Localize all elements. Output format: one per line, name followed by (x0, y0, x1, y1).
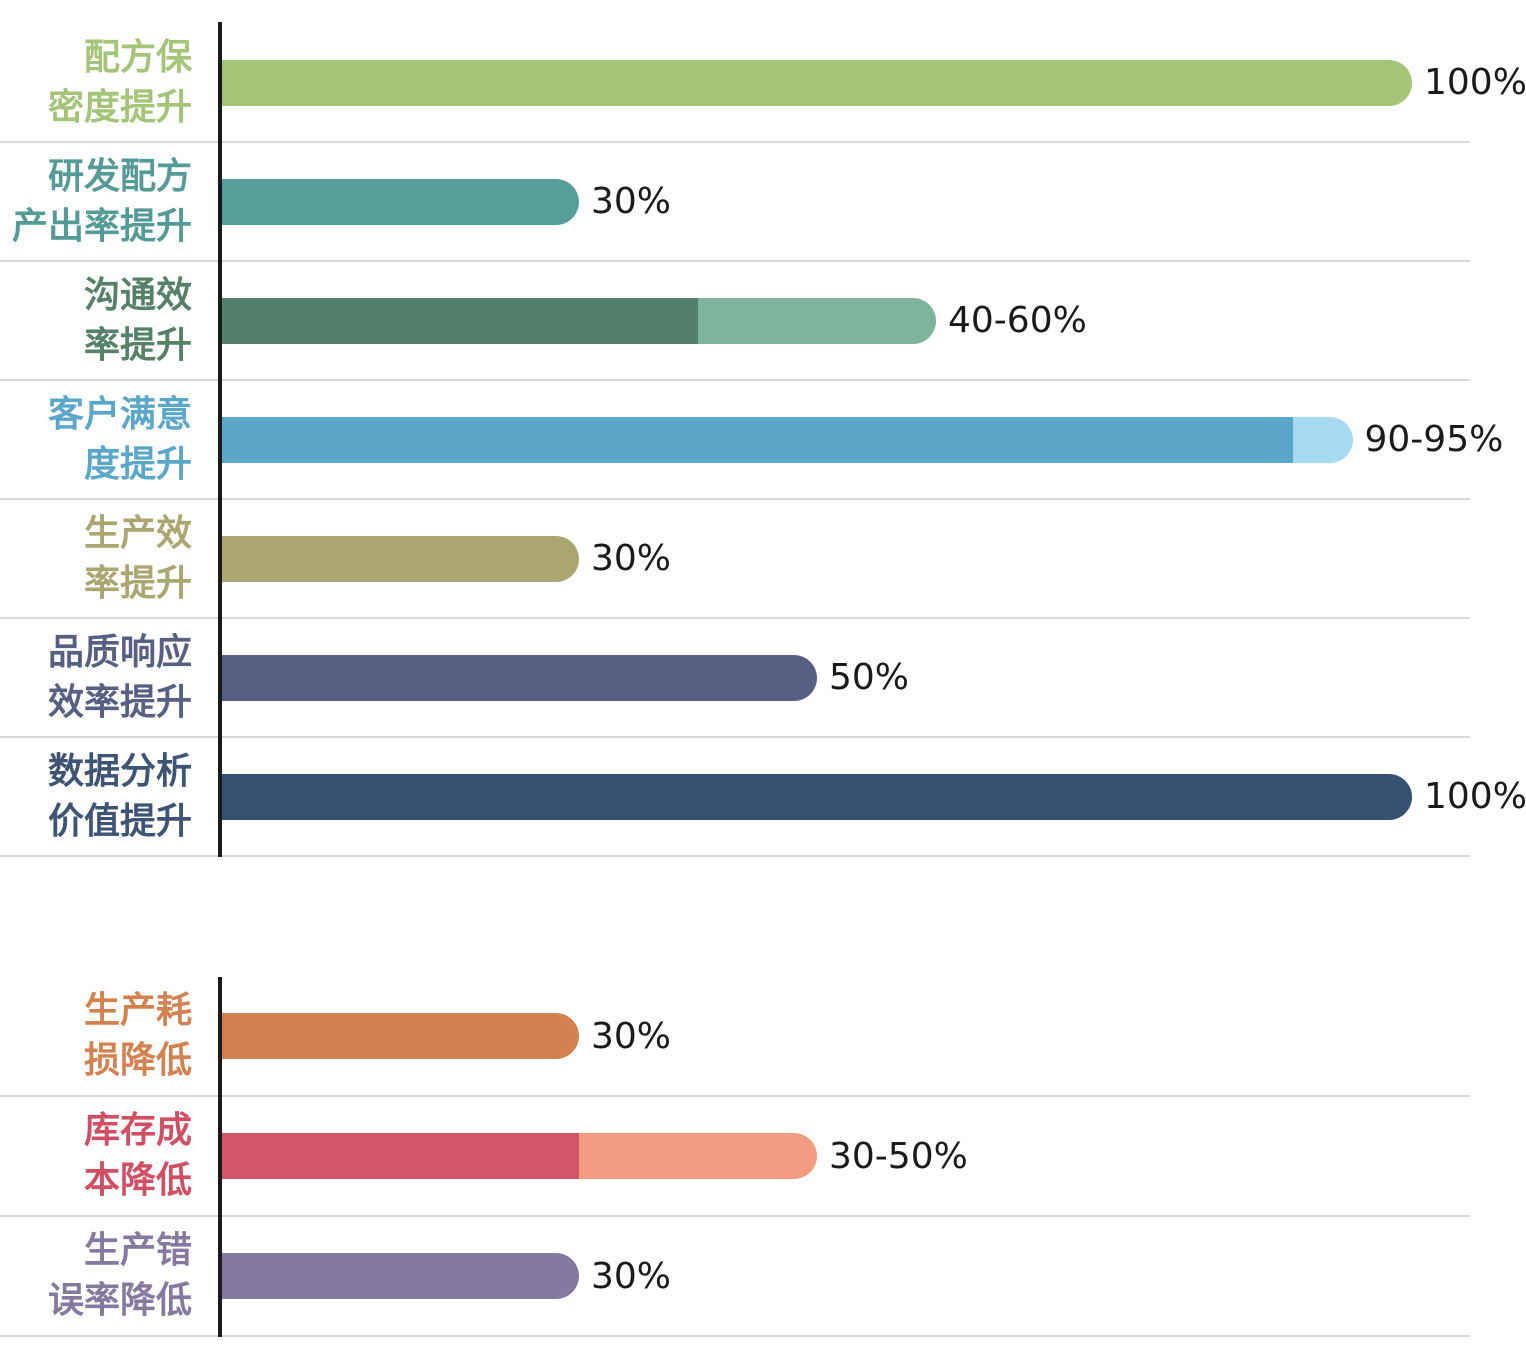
category-label-line: 客户满意 (47, 393, 192, 435)
category-label-line: 率提升 (83, 324, 192, 366)
bar-segment (222, 535, 579, 582)
bar (222, 178, 579, 225)
category-label: 生产耗 损降低 (0, 986, 206, 1086)
category-label-line: 率提升 (83, 562, 192, 604)
chart-row: 生产错误率降低 30% (0, 1217, 1470, 1337)
bar-segment (222, 59, 1412, 106)
baseline-axis-improvements (218, 22, 222, 857)
bar-segment (698, 297, 936, 344)
category-label-line: 度提升 (83, 443, 192, 485)
bar-segment (222, 654, 817, 701)
bar-track: 90-95% (206, 416, 1503, 463)
bar (222, 297, 936, 344)
chart-row: 数据分析价值提升 100% (0, 738, 1526, 857)
category-label: 生产错误率降低 (0, 1226, 206, 1326)
bar-track: 30% (206, 178, 1470, 225)
bar (222, 416, 1353, 463)
bar (222, 1013, 579, 1059)
value-label: 30% (591, 1015, 672, 1057)
category-label: 配方保密度提升 (0, 33, 206, 133)
value-label: 30% (591, 538, 672, 579)
chart-group-reductions: 生产耗损降低 30% 库存成本降低 30-50% 生产错误率降低 30% (0, 977, 1470, 1337)
value-label: 40-60% (948, 300, 1087, 341)
category-label-line: 研发配方 (47, 155, 192, 197)
category-label-line: 产出率提升 (11, 205, 192, 247)
value-label: 90-95% (1364, 419, 1504, 460)
bar (222, 1133, 817, 1179)
rows-improvements: 配方保密度提升 100% 研发配方产出率提升 30% 沟通效率提升 40-60% 客户满意度… (0, 24, 1526, 857)
chart-group-improvements: 配方保密度提升 100% 研发配方产出率提升 30% 沟通效率提升 40-60% 客户满意度… (0, 22, 1526, 857)
chart-row: 客户满意度提升 90-95% (0, 381, 1503, 500)
bar-segment (1293, 416, 1353, 463)
category-label-line: 生产耗 (83, 990, 192, 1031)
value-label: 30-50% (829, 1135, 968, 1177)
category-label-line: 密度提升 (47, 86, 192, 128)
category-label: 研发配方产出率提升 (0, 152, 206, 252)
bar-segment (222, 773, 1412, 820)
category-label: 库存成 本降低 (0, 1106, 206, 1206)
chart-row: 生产耗损降低 30% (0, 977, 1470, 1097)
value-label: 100% (1424, 776, 1526, 817)
category-label-line: 品质响应 (47, 631, 192, 673)
bar (222, 1253, 579, 1299)
category-label: 生产效 率提升 (0, 509, 206, 609)
bar-track: 30-50% (206, 1133, 1470, 1179)
bar-track: 40-60% (206, 297, 1470, 344)
bar-track: 30% (206, 1253, 1470, 1299)
bar-track: 30% (206, 535, 1470, 582)
bar (222, 773, 1412, 820)
value-label: 30% (591, 181, 672, 222)
bar-segment (222, 178, 579, 225)
value-label: 30% (591, 1255, 672, 1297)
chart-row: 库存成本降低 30-50% (0, 1097, 1470, 1217)
bar-track: 30% (206, 1013, 1470, 1059)
category-label-line: 库存成 (83, 1110, 192, 1151)
category-label-line: 误率降低 (47, 1280, 192, 1321)
category-label-line: 价值提升 (47, 800, 192, 842)
chart-row: 生产效率提升 30% (0, 500, 1470, 619)
bar (222, 654, 817, 701)
category-label: 品质响应 效率提升 (0, 628, 206, 728)
category-label: 数据分析 价值提升 (0, 747, 206, 847)
chart-row: 品质响应效率提升 50% (0, 619, 1470, 738)
category-label: 沟通效 率提升 (0, 271, 206, 371)
category-label-line: 配方保 (83, 36, 192, 78)
category-label-line: 数据分析 (47, 750, 192, 792)
bar-segment (579, 1133, 817, 1179)
bar (222, 535, 579, 582)
category-label-line: 本降低 (83, 1160, 192, 1201)
bar-segment (222, 1253, 579, 1299)
category-label-line: 沟通效 (83, 274, 192, 316)
chart-row: 配方保密度提升 100% (0, 24, 1526, 143)
bar-segment (222, 297, 698, 344)
baseline-axis-reductions (218, 977, 222, 1337)
value-label: 50% (829, 657, 910, 698)
bar-segment (222, 416, 1293, 463)
category-label-line: 生产错 (83, 1230, 192, 1271)
bar-segment (222, 1013, 579, 1059)
bar-track: 100% (206, 773, 1526, 820)
bar-segment (222, 1133, 579, 1179)
bar-track: 100% (206, 59, 1526, 106)
chart-row: 研发配方产出率提升 30% (0, 143, 1470, 262)
bar-track: 50% (206, 654, 1470, 701)
chart-row: 沟通效率提升 40-60% (0, 262, 1470, 381)
rows-reductions: 生产耗损降低 30% 库存成本降低 30-50% 生产错误率降低 30% (0, 977, 1470, 1337)
bar (222, 59, 1412, 106)
category-label-line: 生产效 (83, 512, 192, 554)
category-label-line: 效率提升 (47, 681, 192, 723)
value-label: 100% (1424, 62, 1526, 103)
category-label: 客户满意度提升 (0, 390, 206, 490)
category-label-line: 损降低 (83, 1040, 192, 1081)
